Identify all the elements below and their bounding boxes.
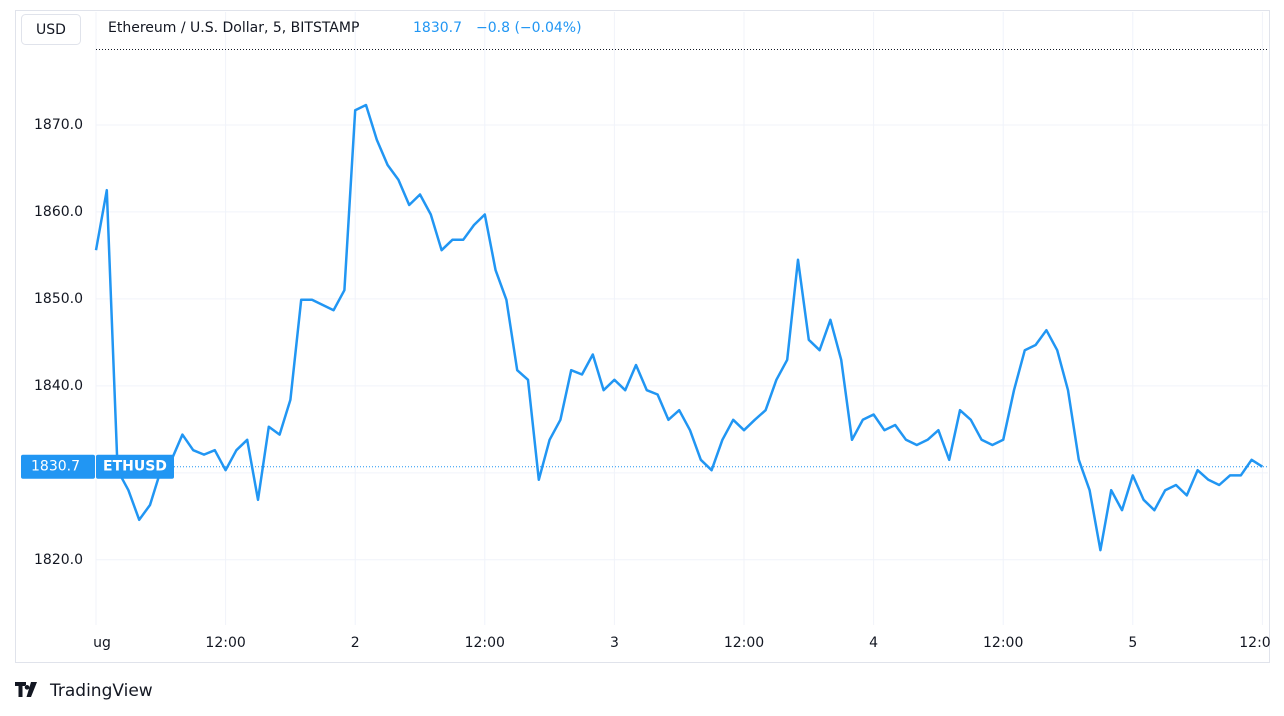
plot bbox=[94, 103, 1264, 552]
x-tick-label: 12:00 bbox=[724, 635, 764, 651]
y-tick-label: 1860.0 bbox=[34, 204, 83, 220]
x-tick-label: 12:0 bbox=[1239, 635, 1270, 651]
symbol-box bbox=[96, 454, 174, 479]
currency-button[interactable] bbox=[21, 14, 81, 45]
last-price-label: 1830.7 bbox=[31, 459, 80, 475]
x-tick-label: 12:00 bbox=[983, 635, 1023, 651]
currency[interactable]: USD bbox=[36, 22, 66, 38]
x-tick-label: 5 bbox=[1128, 635, 1137, 651]
brand-logo bbox=[15, 682, 37, 697]
x-tick-label: 4 bbox=[869, 635, 878, 651]
symbol-label: ETHUSD bbox=[103, 459, 167, 475]
chart-frame bbox=[15, 10, 1270, 663]
header-price: 1830.7 bbox=[413, 20, 462, 36]
y-tick-label: 1820.0 bbox=[34, 552, 83, 568]
x-tick-label: 2 bbox=[351, 635, 360, 651]
last-price-box bbox=[21, 454, 95, 479]
x-tick-label: ug bbox=[93, 635, 111, 651]
brand: TradingView bbox=[49, 681, 153, 701]
y-tick-label: 1840.0 bbox=[34, 378, 83, 394]
x-tick-label: 12:00 bbox=[205, 635, 245, 651]
grid bbox=[95, 12, 1268, 625]
x-tick-label: 12:00 bbox=[465, 635, 505, 651]
x-tick-label: 3 bbox=[610, 635, 619, 651]
y-tick-label: 1870.0 bbox=[34, 117, 83, 133]
header-change: −0.8 (−0.04%) bbox=[476, 20, 582, 36]
y-tick-label: 1850.0 bbox=[34, 291, 83, 307]
chart-title: Ethereum / U.S. Dollar, 5, BITSTAMP bbox=[108, 20, 359, 36]
price-line bbox=[94, 103, 1264, 552]
